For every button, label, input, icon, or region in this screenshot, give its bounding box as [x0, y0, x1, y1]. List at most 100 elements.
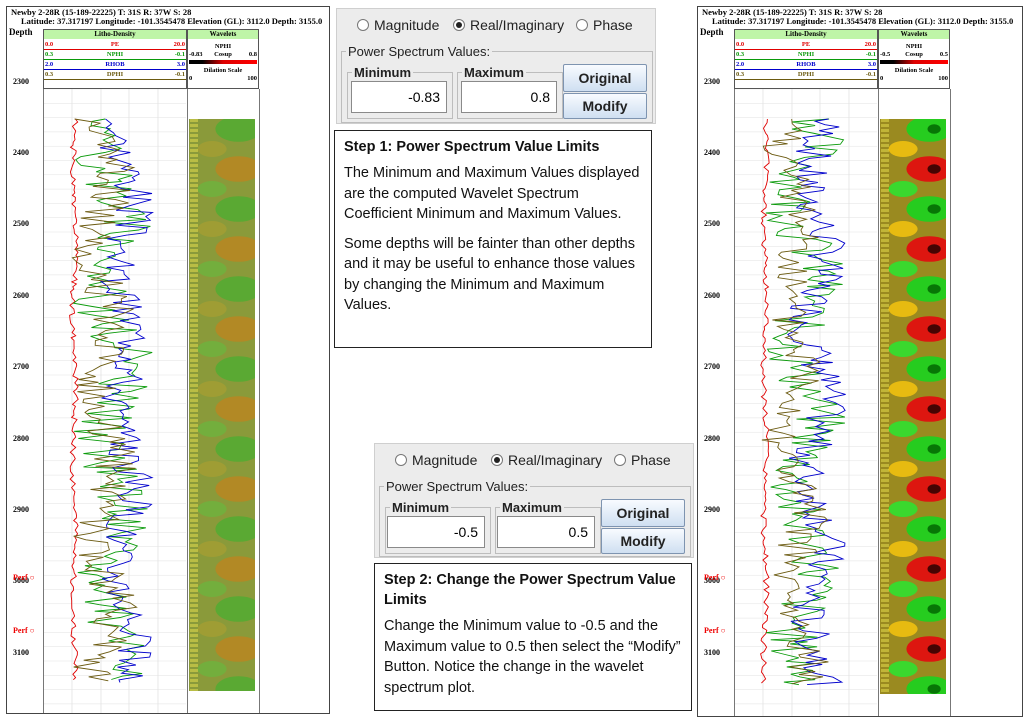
original-button[interactable]: Original	[601, 499, 685, 527]
step1-para1: The Minimum and Maximum Values displayed…	[344, 165, 640, 222]
wavelet-header: Wavelets NPHI -0.83 Cosup 0.8 Dilation Sca…	[187, 29, 259, 89]
nphi-scale: 0.3 NPHI -0.1	[45, 51, 185, 58]
log-plot-modified: Newby 2-28R (15-189-22225) T: 31S R: 37W…	[697, 6, 1023, 717]
perf-marker: Perf ○	[704, 573, 726, 582]
litho-header: Litho-Density 0.0 PE 20.0 0.3 NPHI -0.1 2.0 R…	[43, 29, 187, 89]
wavelet-track-title: Wavelets	[879, 30, 949, 39]
minimum-label: Minimum	[352, 65, 414, 80]
perf-marker: Perf ○	[704, 626, 726, 635]
dphi-scale: 0.3 DPHI -0.1	[45, 71, 185, 78]
radio-circle-icon	[614, 454, 626, 466]
wavelet-scale: -0.83 Cosup 0.8	[189, 51, 257, 58]
maximum-label: Maximum	[500, 500, 564, 515]
depth-tick: 2300	[13, 77, 29, 86]
radio-selected-icon	[453, 19, 465, 31]
depth-tick: 3000	[13, 576, 29, 585]
power-spectrum-panel-modified: Magnitude Real/Imaginary Phase Power Spe…	[374, 443, 694, 558]
dilation-color-bar	[189, 60, 257, 64]
depth-tick: 2700	[13, 362, 29, 371]
wavelet-spectrum-original	[189, 119, 255, 691]
depth-tick: 2800	[704, 434, 720, 443]
power-spectrum-group	[379, 486, 691, 557]
depth-label: Depth	[700, 27, 724, 37]
dilation-label: Dilation Scale	[894, 67, 934, 74]
group-title: Power Spectrum Values:	[346, 44, 493, 59]
depth-tick: 2600	[13, 291, 29, 300]
radio-real-imaginary[interactable]: Real/Imaginary	[453, 17, 564, 33]
depth-tick: 2500	[13, 219, 29, 228]
radio-phase[interactable]: Phase	[576, 17, 633, 33]
modify-button[interactable]: Modify	[601, 528, 685, 554]
depth-tick: 2600	[704, 291, 720, 300]
well-location: Latitude: 37.317197 Longitude: -101.3545…	[712, 16, 1014, 26]
litho-track-title: Litho-Density	[44, 30, 186, 39]
radio-real-imaginary[interactable]: Real/Imaginary	[491, 452, 602, 468]
radio-circle-icon	[576, 19, 588, 31]
minimum-label: Minimum	[390, 500, 452, 515]
dilation-range: 0 100	[189, 75, 257, 82]
power-spectrum-panel-original: Magnitude Real/Imaginary Phase Power Spe…	[336, 8, 656, 124]
depth-tick: 2500	[704, 219, 720, 228]
well-title: Newby 2-28R (15-189-22225) T: 31S R: 37W…	[702, 7, 883, 17]
spectrum-mode-radios: Magnitude Real/Imaginary Phase	[375, 452, 693, 470]
spectrum-mode-radios: Magnitude Real/Imaginary Phase	[337, 17, 655, 35]
step2-box: Step 2: Change the Power Spectrum Value …	[374, 563, 692, 711]
litho-track	[734, 89, 877, 716]
wavelet-track	[187, 89, 258, 713]
step2-heading: Step 2: Change the Power Spectrum Value …	[384, 572, 676, 608]
dilation-label: Dilation Scale	[203, 67, 243, 74]
step2-para1: Change the Minimum value to -0.5 and the…	[384, 618, 681, 696]
step1-box: Step 1: Power Spectrum Value Limits The …	[334, 130, 652, 348]
litho-curves	[735, 89, 877, 716]
pe-scale: 0.0 PE 20.0	[45, 41, 185, 48]
wavelet-header: Wavelets NPHI -0.5 Cosup 0.5 Dilation Scal…	[878, 29, 950, 89]
wavelet-track-title: Wavelets	[188, 30, 258, 39]
maximum-input[interactable]: 0.8	[461, 81, 557, 113]
power-spectrum-group	[341, 51, 653, 123]
perf-marker: Perf ○	[13, 626, 35, 635]
step1-heading: Step 1: Power Spectrum Value Limits	[344, 139, 600, 155]
rhob-scale: 2.0 RHOB 3.0	[45, 61, 185, 68]
empty-track	[950, 89, 1021, 716]
radio-magnitude[interactable]: Magnitude	[395, 452, 477, 468]
depth-tick: 3000	[704, 576, 720, 585]
minimum-input[interactable]: -0.5	[387, 516, 485, 548]
dphi-scale: 0.3 DPHI -0.1	[736, 71, 876, 78]
depth-tick: 2900	[704, 505, 720, 514]
original-button[interactable]: Original	[563, 64, 647, 92]
litho-track-title: Litho-Density	[735, 30, 877, 39]
radio-phase[interactable]: Phase	[614, 452, 671, 468]
dilation-range: 0 100	[880, 75, 948, 82]
depth-tick: 3100	[13, 648, 29, 657]
well-location: Latitude: 37.317197 Longitude: -101.3545…	[21, 16, 323, 26]
depth-label: Depth	[9, 27, 33, 37]
maximum-input[interactable]: 0.5	[497, 516, 595, 548]
wavelet-scale: -0.5 Cosup 0.5	[880, 51, 948, 58]
radio-selected-icon	[491, 454, 503, 466]
nphi-scale: 0.3 NPHI -0.1	[736, 51, 876, 58]
modify-button[interactable]: Modify	[563, 93, 647, 119]
log-plot-original: Newby 2-28R (15-189-22225) T: 31S R: 37W…	[6, 6, 330, 714]
minimum-input[interactable]: -0.83	[351, 81, 447, 113]
well-title: Newby 2-28R (15-189-22225) T: 31S R: 37W…	[11, 7, 192, 17]
depth-tick: 3100	[704, 648, 720, 657]
wavelet-track	[878, 89, 949, 716]
maximum-label: Maximum	[462, 65, 526, 80]
depth-tick: 2800	[13, 434, 29, 443]
dilation-color-bar	[880, 60, 948, 64]
litho-curves	[44, 89, 186, 713]
group-title: Power Spectrum Values:	[384, 479, 531, 494]
wavelet-curve-name: NPHI	[905, 43, 923, 50]
perf-marker: Perf ○	[13, 573, 35, 582]
wavelet-spectrum-modified	[880, 119, 946, 694]
radio-circle-icon	[357, 19, 369, 31]
depth-tick: 2700	[704, 362, 720, 371]
radio-magnitude[interactable]: Magnitude	[357, 17, 439, 33]
depth-tick: 2400	[704, 148, 720, 157]
empty-track	[259, 89, 328, 713]
step1-para2: Some depths will be fainter than other d…	[344, 235, 635, 314]
pe-scale: 0.0 PE 20.0	[736, 41, 876, 48]
depth-tick: 2300	[704, 77, 720, 86]
litho-track	[43, 89, 186, 713]
radio-circle-icon	[395, 454, 407, 466]
